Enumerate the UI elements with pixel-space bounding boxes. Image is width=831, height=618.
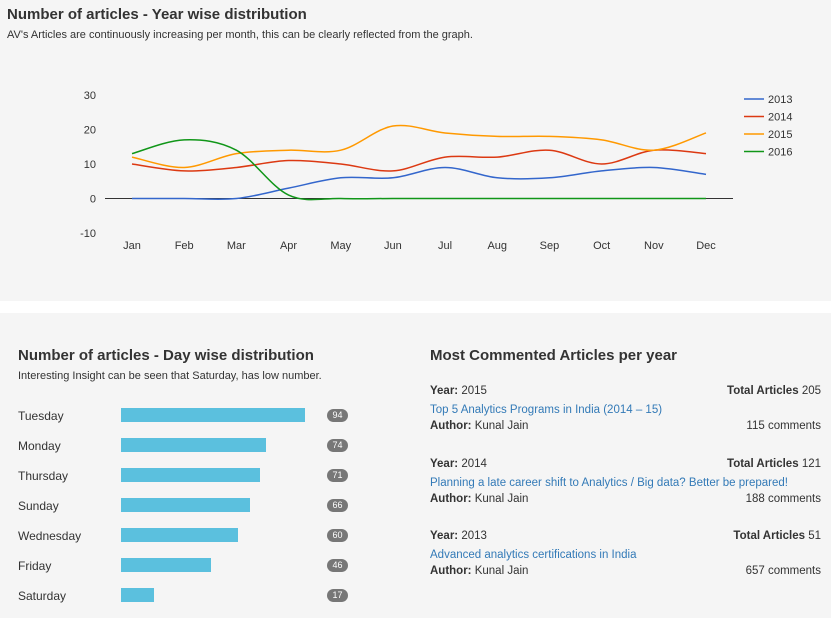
- count-badge: 17: [327, 589, 348, 602]
- x-tick-label: Aug: [487, 240, 507, 252]
- y-tick-label: 30: [84, 90, 96, 102]
- day-label: Sunday: [18, 499, 59, 513]
- author-label: Author:: [430, 493, 472, 505]
- series-line-2016: [131, 139, 706, 201]
- legend-label-2013: 2013: [768, 94, 792, 106]
- day-row-tuesday: Tuesday 94: [18, 407, 358, 427]
- day-label: Friday: [18, 559, 52, 573]
- total-value: 205: [801, 385, 821, 397]
- series-line-2015: [131, 124, 707, 169]
- day-bar: [121, 588, 155, 602]
- day-bar: [121, 498, 251, 512]
- day-bar: [121, 528, 239, 542]
- day-row-saturday: Saturday 17: [18, 587, 358, 607]
- day-chart-subtitle: Interesting Insight can be seen that Sat…: [18, 370, 322, 382]
- y-tick-label: -10: [80, 228, 96, 240]
- total-label: Total Articles: [727, 385, 799, 397]
- x-tick-label: Dec: [696, 240, 716, 252]
- y-tick-label: 20: [84, 125, 96, 137]
- article-link[interactable]: Top 5 Analytics Programs in India (2014 …: [430, 404, 663, 416]
- series-line-2013: [132, 166, 707, 201]
- total-value: 121: [801, 458, 821, 470]
- comment-count: 115 comments: [746, 420, 821, 432]
- legend-label-2015: 2015: [768, 129, 792, 141]
- year-label: Year:: [430, 530, 459, 542]
- day-label: Wednesday: [18, 529, 82, 543]
- day-label: Thursday: [18, 469, 69, 483]
- year-label: Year:: [430, 385, 459, 397]
- comment-entry-2013: Year: 2013 Total Articles 51 Advanced an…: [430, 530, 821, 590]
- day-bar: [121, 468, 260, 482]
- day-row-wednesday: Wednesday 60: [18, 527, 358, 547]
- count-badge: 66: [327, 499, 348, 512]
- x-tick-label: Apr: [280, 240, 297, 252]
- x-tick-label: Sep: [540, 240, 560, 252]
- x-tick-label: Jan: [123, 240, 141, 252]
- legend-label-2014: 2014: [768, 112, 792, 124]
- article-link[interactable]: Advanced analytics certifications in Ind…: [430, 549, 637, 561]
- day-label: Tuesday: [18, 409, 64, 423]
- author-name: Kunal Jain: [474, 420, 529, 432]
- article-link[interactable]: Planning a late career shift to Analytic…: [430, 477, 788, 489]
- x-tick-label: Mar: [227, 240, 246, 252]
- comment-count: 188 comments: [745, 493, 821, 505]
- y-tick-label: 0: [90, 194, 96, 206]
- count-badge: 74: [327, 439, 348, 452]
- year-value: 2014: [461, 458, 487, 470]
- comment-count: 657 comments: [745, 565, 821, 577]
- count-badge: 94: [327, 409, 348, 422]
- y-tick-label: 10: [84, 159, 96, 171]
- comments-title: Most Commented Articles per year: [430, 347, 678, 364]
- day-chart-title: Number of articles - Day wise distributi…: [18, 347, 314, 364]
- day-row-thursday: Thursday 71: [18, 467, 358, 487]
- total-value: 51: [808, 530, 821, 542]
- author-label: Author:: [430, 420, 472, 432]
- comment-entry-2014: Year: 2014 Total Articles 121 Planning a…: [430, 458, 821, 518]
- day-label: Saturday: [18, 589, 67, 603]
- comment-entry-2015: Year: 2015 Total Articles 205 Top 5 Anal…: [430, 385, 821, 445]
- series-line-2014: [131, 149, 707, 172]
- author-name: Kunal Jain: [474, 565, 529, 577]
- day-row-sunday: Sunday 66: [18, 497, 358, 517]
- x-tick-label: Feb: [175, 240, 194, 252]
- x-tick-label: Jun: [384, 240, 402, 252]
- year-chart-title: Number of articles - Year wise distribut…: [7, 6, 307, 23]
- x-tick-label: Nov: [644, 240, 664, 252]
- x-tick-label: Jul: [438, 240, 452, 252]
- total-label: Total Articles: [733, 530, 805, 542]
- day-label: Monday: [18, 439, 61, 453]
- day-row-friday: Friday 46: [18, 557, 358, 577]
- count-badge: 46: [327, 559, 348, 572]
- year-label: Year:: [430, 458, 459, 470]
- day-row-monday: Monday 74: [18, 437, 358, 457]
- day-bar: [121, 438, 266, 452]
- year-value: 2015: [461, 385, 487, 397]
- author-name: Kunal Jain: [474, 493, 529, 505]
- day-bar: [121, 558, 212, 572]
- count-badge: 60: [327, 529, 348, 542]
- year-value: 2013: [461, 530, 487, 542]
- count-badge: 71: [327, 469, 348, 482]
- x-tick-label: May: [330, 240, 351, 252]
- year-line-chart: -10 0 10 20 30 Jan Feb Mar Apr May Jun Jul Aug Sep Oct…: [80, 90, 792, 252]
- x-tick-label: Oct: [593, 240, 610, 252]
- year-chart-subtitle: AV's Articles are continuously increasin…: [7, 29, 473, 41]
- total-label: Total Articles: [727, 458, 799, 470]
- author-label: Author:: [430, 565, 472, 577]
- day-bar: [121, 408, 305, 422]
- year-distribution-panel: Number of articles - Year wise distribut…: [0, 0, 831, 301]
- legend-label-2016: 2016: [768, 147, 792, 159]
